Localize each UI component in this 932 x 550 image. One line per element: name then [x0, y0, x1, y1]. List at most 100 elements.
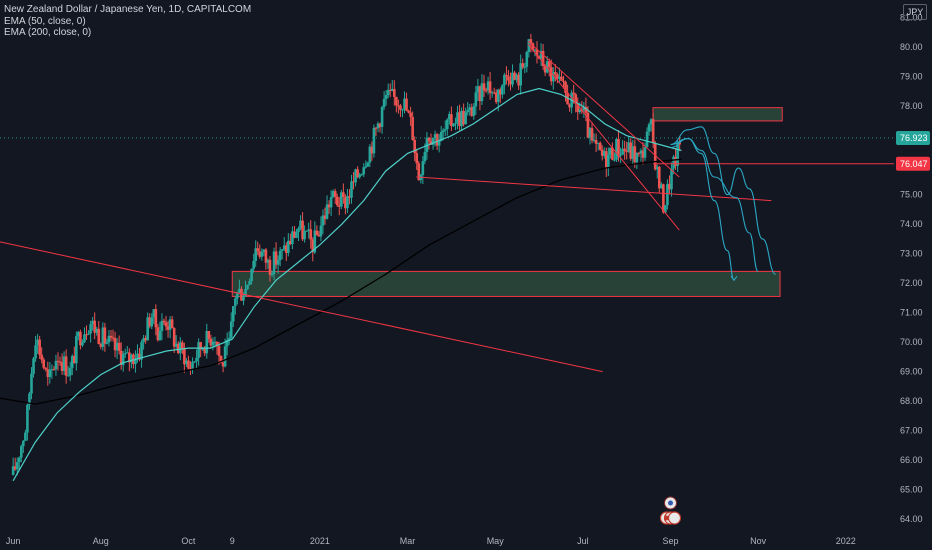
x-tick-label-9: Nov [750, 536, 767, 546]
candle-body-82 [178, 342, 182, 354]
candle-body-210 [439, 131, 443, 142]
candle-body-113 [242, 296, 245, 301]
candle-body-127 [270, 273, 274, 275]
candle-body-233 [486, 81, 490, 91]
candle-body-32 [77, 331, 80, 337]
candle-body-79 [172, 328, 176, 347]
candle-body-248 [517, 74, 520, 86]
candle-body-306 [635, 152, 639, 163]
candle-body-114 [244, 289, 247, 297]
ema200-legend[interactable]: EMA (200, close, 0) [4, 27, 92, 38]
currency-badge[interactable]: JPY [903, 4, 927, 20]
candle-body-295 [613, 159, 616, 161]
candle-body-61 [136, 353, 139, 360]
candle-body-49 [111, 337, 115, 339]
candle-body-191 [401, 109, 404, 111]
candle-body-141 [299, 220, 302, 229]
candle-body-17 [46, 369, 50, 378]
candle-body-300 [623, 148, 626, 151]
candle-body-57 [128, 352, 131, 363]
y-tick-label-10: 74.00 [900, 219, 923, 229]
candle-body-263 [547, 61, 551, 68]
candle-body-275 [572, 92, 575, 95]
candle-body-284 [590, 128, 594, 141]
candle-body-3 [17, 457, 21, 463]
candle-body-173 [364, 166, 368, 168]
candle-body-151 [319, 225, 323, 237]
candle-body-321 [666, 183, 669, 206]
candle-body-276 [574, 94, 578, 104]
candle-body-298 [619, 154, 622, 156]
candle-body-7 [26, 404, 29, 433]
candle-body-245 [511, 72, 514, 85]
candle-body-229 [478, 86, 482, 102]
price-axis[interactable]: 64.00 65.00 66.00 67.00 68.00 69.00 70.00 71.00… [896, 13, 930, 524]
candle-body-226 [472, 106, 476, 116]
candle-body-86 [187, 360, 190, 369]
candle-body-92 [199, 342, 202, 350]
candle-body-236 [492, 92, 496, 94]
candle-body-228 [476, 86, 480, 93]
candle-body-85 [185, 360, 188, 365]
y-tick-label-4: 68.00 [900, 396, 923, 406]
candles [11, 34, 681, 476]
candle-body-2 [15, 462, 19, 470]
candle-body-58 [130, 354, 133, 363]
candle-body-257 [535, 49, 539, 56]
candle-body-255 [531, 43, 535, 50]
candle-body-93 [201, 348, 205, 350]
candle-body-100 [215, 341, 219, 346]
candle-body-199 [417, 163, 421, 181]
candle-body-235 [490, 92, 494, 94]
candle-body-227 [474, 92, 478, 107]
candle-body-156 [329, 197, 333, 208]
candle-body-87 [189, 368, 192, 370]
ema50-legend[interactable]: EMA (50, close, 0) [4, 15, 86, 27]
candle-body-183 [384, 95, 388, 99]
candle-body-162 [342, 192, 345, 198]
candle-body-72 [158, 331, 162, 341]
x-tick-label-2: Oct [181, 536, 196, 546]
candle-body-16 [44, 367, 48, 370]
event-icons[interactable] [659, 496, 682, 525]
candle-body-176 [370, 146, 374, 154]
symbol-title[interactable]: New Zealand Dollar / Japanese Yen, 1D, C… [4, 4, 252, 15]
candle-body-286 [594, 139, 598, 144]
candle-body-102 [219, 355, 223, 363]
candle-body-12 [36, 339, 39, 346]
candle-body-198 [415, 153, 419, 164]
candle-body-192 [403, 98, 406, 110]
candle-body-175 [368, 146, 372, 163]
candle-body-265 [551, 72, 555, 82]
time-axis[interactable]: Jun Aug Oct 9 2021 Mar May Jul Sep Nov 2022 [6, 536, 856, 546]
candle-body-249 [519, 63, 522, 86]
candle-body-234 [488, 81, 492, 94]
x-tick-label-4: 2021 [310, 536, 330, 546]
candle-body-71 [156, 327, 160, 341]
candle-body-101 [217, 345, 221, 356]
candle-body-308 [639, 150, 643, 154]
candle-body-254 [529, 39, 533, 44]
candle-body-317 [657, 166, 661, 189]
candle-body-67 [148, 317, 152, 327]
candle-body-63 [140, 342, 143, 360]
candle-body-0 [11, 466, 15, 475]
y-tick-label-2: 66.00 [900, 455, 923, 465]
candle-body-164 [346, 196, 349, 209]
candle-body-231 [482, 83, 486, 91]
candle-body-167 [352, 181, 355, 183]
candle-body-145 [307, 229, 311, 231]
y-tick-label-1: 65.00 [900, 485, 923, 495]
candle-body-215 [450, 114, 453, 127]
zone-0 [231, 270, 781, 297]
candle-body-290 [602, 151, 606, 156]
candle-body-73 [160, 320, 164, 332]
candle-body-179 [376, 123, 380, 129]
candle-body-196 [411, 116, 414, 140]
candle-body-119 [254, 248, 258, 261]
candle-body-109 [234, 298, 237, 307]
candle-body-309 [641, 150, 645, 158]
candle-body-107 [229, 321, 233, 338]
candle-body-159 [335, 196, 339, 206]
